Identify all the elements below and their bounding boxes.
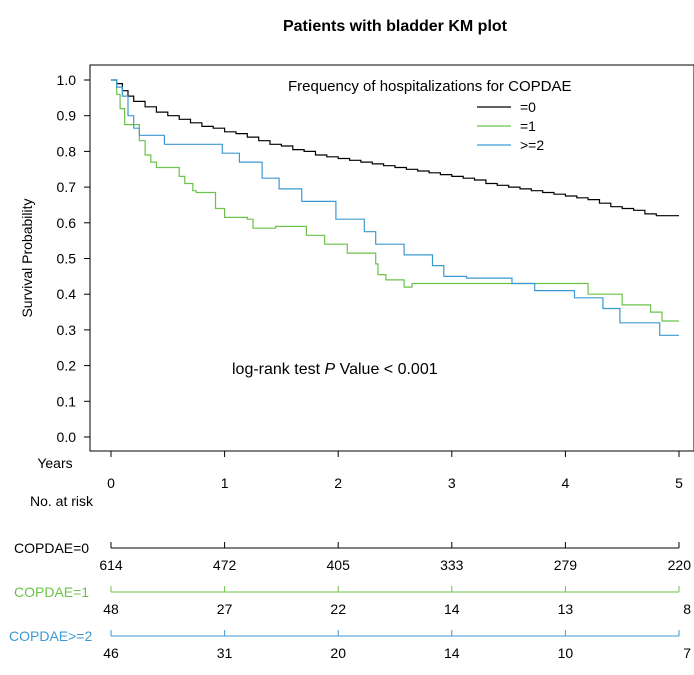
risk-count: 20: [330, 645, 346, 661]
x-tick-label: 2: [334, 475, 342, 491]
risk-count: 7: [683, 645, 691, 661]
x-tick-label: 0: [107, 475, 115, 491]
risk-count: 46: [103, 645, 119, 661]
risk-count: 48: [103, 601, 119, 617]
risk-count: 13: [558, 601, 574, 617]
x-tick-label: 5: [675, 475, 683, 491]
y-tick-label: 0.5: [57, 251, 77, 267]
risk-count: 8: [683, 601, 691, 617]
legend: Frequency of hospitalizations for COPDAE…: [288, 78, 571, 153]
risk-row-label: COPDAE=0: [14, 540, 89, 556]
km-curve-copdae-1: [111, 79, 679, 322]
x-tick-label: 1: [221, 475, 229, 491]
y-tick-label: 0.1: [57, 393, 77, 409]
chart-title: Patients with bladder KM plot: [283, 18, 508, 35]
y-axis-label: Survival Probability: [19, 198, 35, 317]
risk-row-label: COPDAE=1: [14, 584, 89, 600]
y-axis: 0.0 0.1 0.2 0.3 0.4 0.5 0.6 0.7 0.8 0.9 1.0: [57, 72, 91, 445]
risk-count: 220: [668, 557, 692, 573]
risk-count: 405: [327, 557, 351, 573]
legend-entry-label: =1: [520, 118, 536, 134]
y-tick-label: 0.8: [57, 143, 77, 159]
risk-count: 27: [217, 601, 233, 617]
legend-entry-label: =0: [520, 99, 536, 115]
risk-count: 22: [330, 601, 346, 617]
annotation-suffix: Value < 0.001: [335, 361, 438, 378]
risk-count: 31: [217, 645, 233, 661]
legend-entry-label: >=2: [520, 137, 544, 153]
x-axis-label: Years: [37, 455, 72, 471]
risk-row-label: COPDAE>=2: [9, 628, 92, 644]
y-tick-label: 0.7: [57, 179, 77, 195]
annotation-italic-p: P: [324, 361, 335, 378]
y-tick-label: 0.3: [57, 322, 77, 338]
risk-count: 279: [554, 557, 578, 573]
log-rank-annotation: log-rank test P Value < 0.001: [232, 361, 438, 378]
y-tick-label: 0.4: [57, 286, 77, 302]
plot-frame: [89, 64, 694, 452]
legend-title: Frequency of hospitalizations for COPDAE: [288, 78, 571, 95]
y-tick-label: 0.0: [57, 429, 77, 445]
risk-table: COPDAE=0 614 472 405 333 279 220 COPDAE=1 48 27 22…: [9, 540, 691, 661]
km-curve-copdae-ge2: [111, 79, 679, 336]
y-tick-label: 0.9: [57, 108, 77, 124]
risk-count: 14: [444, 601, 460, 617]
risk-count: 10: [558, 645, 574, 661]
km-curves: [111, 79, 679, 336]
risk-count: 333: [440, 557, 464, 573]
y-tick-label: 0.2: [57, 358, 77, 374]
risk-count: 14: [444, 645, 460, 661]
km-curve-copdae-0: [111, 79, 679, 217]
y-tick-label: 0.6: [57, 215, 77, 231]
x-tick-label: 4: [562, 475, 570, 491]
y-tick-label: 1.0: [57, 72, 77, 88]
risk-count: 472: [213, 557, 237, 573]
annotation-prefix: log-rank test: [232, 361, 324, 378]
x-axis: 0 1 2 3 4 5: [107, 450, 683, 491]
risk-table-title: No. at risk: [30, 493, 94, 509]
x-tick-label: 3: [448, 475, 456, 491]
risk-count: 614: [99, 557, 123, 573]
